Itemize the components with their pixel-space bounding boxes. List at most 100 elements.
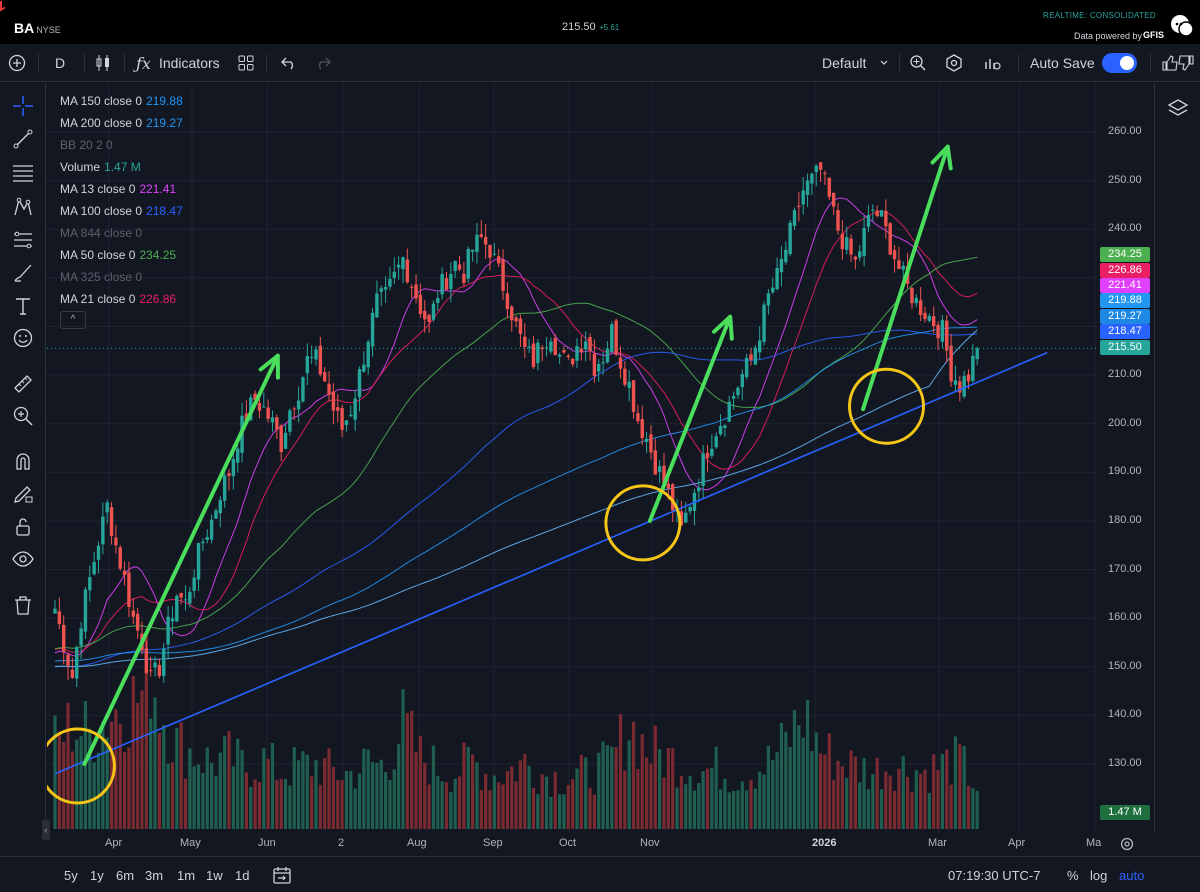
- candle-body: [636, 413, 640, 422]
- volume-bar: [405, 712, 409, 829]
- highlight-circle[interactable]: [604, 484, 682, 562]
- chart-canvas[interactable]: [47, 83, 1154, 833]
- up-arrow-head[interactable]: [258, 353, 280, 380]
- legend-item[interactable]: MA 150 close 0 219.88: [60, 90, 280, 112]
- candle-body: [744, 357, 749, 378]
- drawn-circles[interactable]: [47, 367, 925, 805]
- feedback-button[interactable]: [1160, 44, 1196, 82]
- ma200-line: [54, 329, 978, 668]
- candle-body: [549, 341, 553, 352]
- horizontal-lines-tool[interactable]: [9, 159, 37, 187]
- clock-timezone[interactable]: 07:19:30 UTC-7: [948, 868, 1041, 883]
- range-button-1d[interactable]: 1d: [235, 868, 250, 883]
- candle-body: [623, 368, 627, 385]
- stay-drawing-tool[interactable]: [9, 480, 37, 508]
- volume-bar: [692, 790, 697, 829]
- log-scale-toggle[interactable]: log: [1090, 868, 1108, 883]
- range-button-1w[interactable]: 1w: [206, 868, 223, 883]
- candle-body: [340, 408, 344, 430]
- range-button-1m[interactable]: 1m: [177, 868, 196, 883]
- highlight-circle[interactable]: [47, 727, 116, 805]
- layout-select[interactable]: Default: [822, 44, 892, 82]
- delete-drawings-tool[interactable]: [9, 591, 37, 619]
- legend-item[interactable]: Volume 1.47 M: [60, 156, 280, 178]
- text-tool[interactable]: [9, 292, 37, 320]
- legend-item[interactable]: MA 200 close 0 219.27: [60, 112, 280, 134]
- legend-item[interactable]: MA 100 close 0 218.47: [60, 200, 280, 222]
- legend-item[interactable]: BB 20 2 0: [60, 134, 280, 156]
- candle-body: [401, 257, 405, 270]
- undo-button[interactable]: [280, 44, 298, 82]
- quick-search-button[interactable]: [908, 44, 928, 82]
- candle-body: [96, 545, 101, 560]
- collapse-toolbar-button[interactable]: ‹: [42, 820, 50, 840]
- volume-bar: [262, 748, 266, 829]
- legend-item[interactable]: MA 844 close 0: [60, 222, 280, 244]
- symbol[interactable]: BA NYSE: [14, 20, 61, 36]
- up-arrow-line[interactable]: [861, 144, 950, 412]
- volume-bar: [879, 789, 884, 829]
- candle-body: [114, 537, 118, 546]
- crosshair-tool[interactable]: [9, 92, 37, 120]
- back-chevron-icon[interactable]: [0, 0, 5, 12]
- fib-tool[interactable]: [9, 226, 37, 254]
- candle-body: [901, 265, 905, 270]
- gear-icon[interactable]: [1119, 836, 1135, 852]
- volume-bar: [462, 742, 466, 829]
- hide-drawings-tool[interactable]: [9, 545, 37, 573]
- brush-tool[interactable]: [9, 259, 37, 287]
- range-button-3m[interactable]: 3m: [145, 868, 164, 883]
- volume-bar: [675, 787, 679, 829]
- zoom-tool[interactable]: [9, 402, 37, 430]
- range-button-1y[interactable]: 1y: [90, 868, 104, 883]
- go-to-date-button[interactable]: [272, 865, 292, 890]
- hexagon-settings-icon: [946, 54, 962, 72]
- up-arrow-line[interactable]: [647, 314, 733, 523]
- layers-icon[interactable]: [1167, 97, 1189, 119]
- legend-item[interactable]: MA 13 close 0 221.41: [60, 178, 280, 200]
- templates-button[interactable]: [236, 44, 256, 82]
- indicators-button[interactable]: ƒx Indicators: [136, 44, 226, 82]
- range-button-5y[interactable]: 5y: [64, 868, 78, 883]
- interval-button[interactable]: D: [54, 55, 66, 71]
- undo-icon: [281, 57, 294, 70]
- candle-body: [788, 222, 792, 254]
- pattern-tool[interactable]: [9, 193, 37, 221]
- eye-icon: [12, 551, 34, 567]
- collapse-legend-button[interactable]: ^: [60, 311, 86, 329]
- up-arrow-head[interactable]: [930, 144, 953, 171]
- price-chart[interactable]: [47, 83, 1154, 833]
- legend-item[interactable]: MA 21 close 0 226.86: [60, 288, 280, 310]
- emoji-tool[interactable]: [9, 324, 37, 352]
- replay-button[interactable]: [982, 44, 1002, 82]
- trendline-tool[interactable]: [9, 125, 37, 153]
- add-symbol-button[interactable]: [6, 44, 28, 82]
- candle-body: [653, 450, 657, 475]
- up-arrow-line[interactable]: [82, 353, 280, 766]
- chart-type-button[interactable]: [94, 44, 112, 82]
- support-trendline[interactable]: [54, 351, 1048, 775]
- candle-body: [945, 320, 949, 351]
- volume-bar: [736, 790, 740, 829]
- volume-bar: [923, 769, 927, 829]
- candle-body: [605, 348, 610, 363]
- legend-item[interactable]: MA 325 close 0: [60, 266, 280, 288]
- settings-button[interactable]: [944, 44, 964, 82]
- up-arrow-head[interactable]: [712, 314, 734, 341]
- legend-item[interactable]: MA 50 close 0 234.25: [60, 244, 280, 266]
- percent-scale-toggle[interactable]: %: [1067, 868, 1079, 883]
- chat-bubble-icon[interactable]: [1168, 12, 1196, 40]
- highlight-circle[interactable]: [848, 367, 925, 445]
- volume-bar: [153, 697, 157, 829]
- redo-button[interactable]: [314, 44, 332, 82]
- volume-bar: [753, 788, 757, 829]
- volume-bar: [244, 772, 248, 829]
- range-button-6m[interactable]: 6m: [116, 868, 135, 883]
- candle-body: [949, 345, 953, 382]
- lock-drawings-tool[interactable]: [9, 513, 37, 541]
- drawn-arrows[interactable]: [82, 144, 953, 766]
- auto-scale-toggle[interactable]: auto: [1119, 868, 1145, 883]
- magnet-tool[interactable]: [9, 447, 37, 475]
- measure-tool[interactable]: [9, 370, 37, 398]
- autosave-toggle[interactable]: [1102, 53, 1137, 73]
